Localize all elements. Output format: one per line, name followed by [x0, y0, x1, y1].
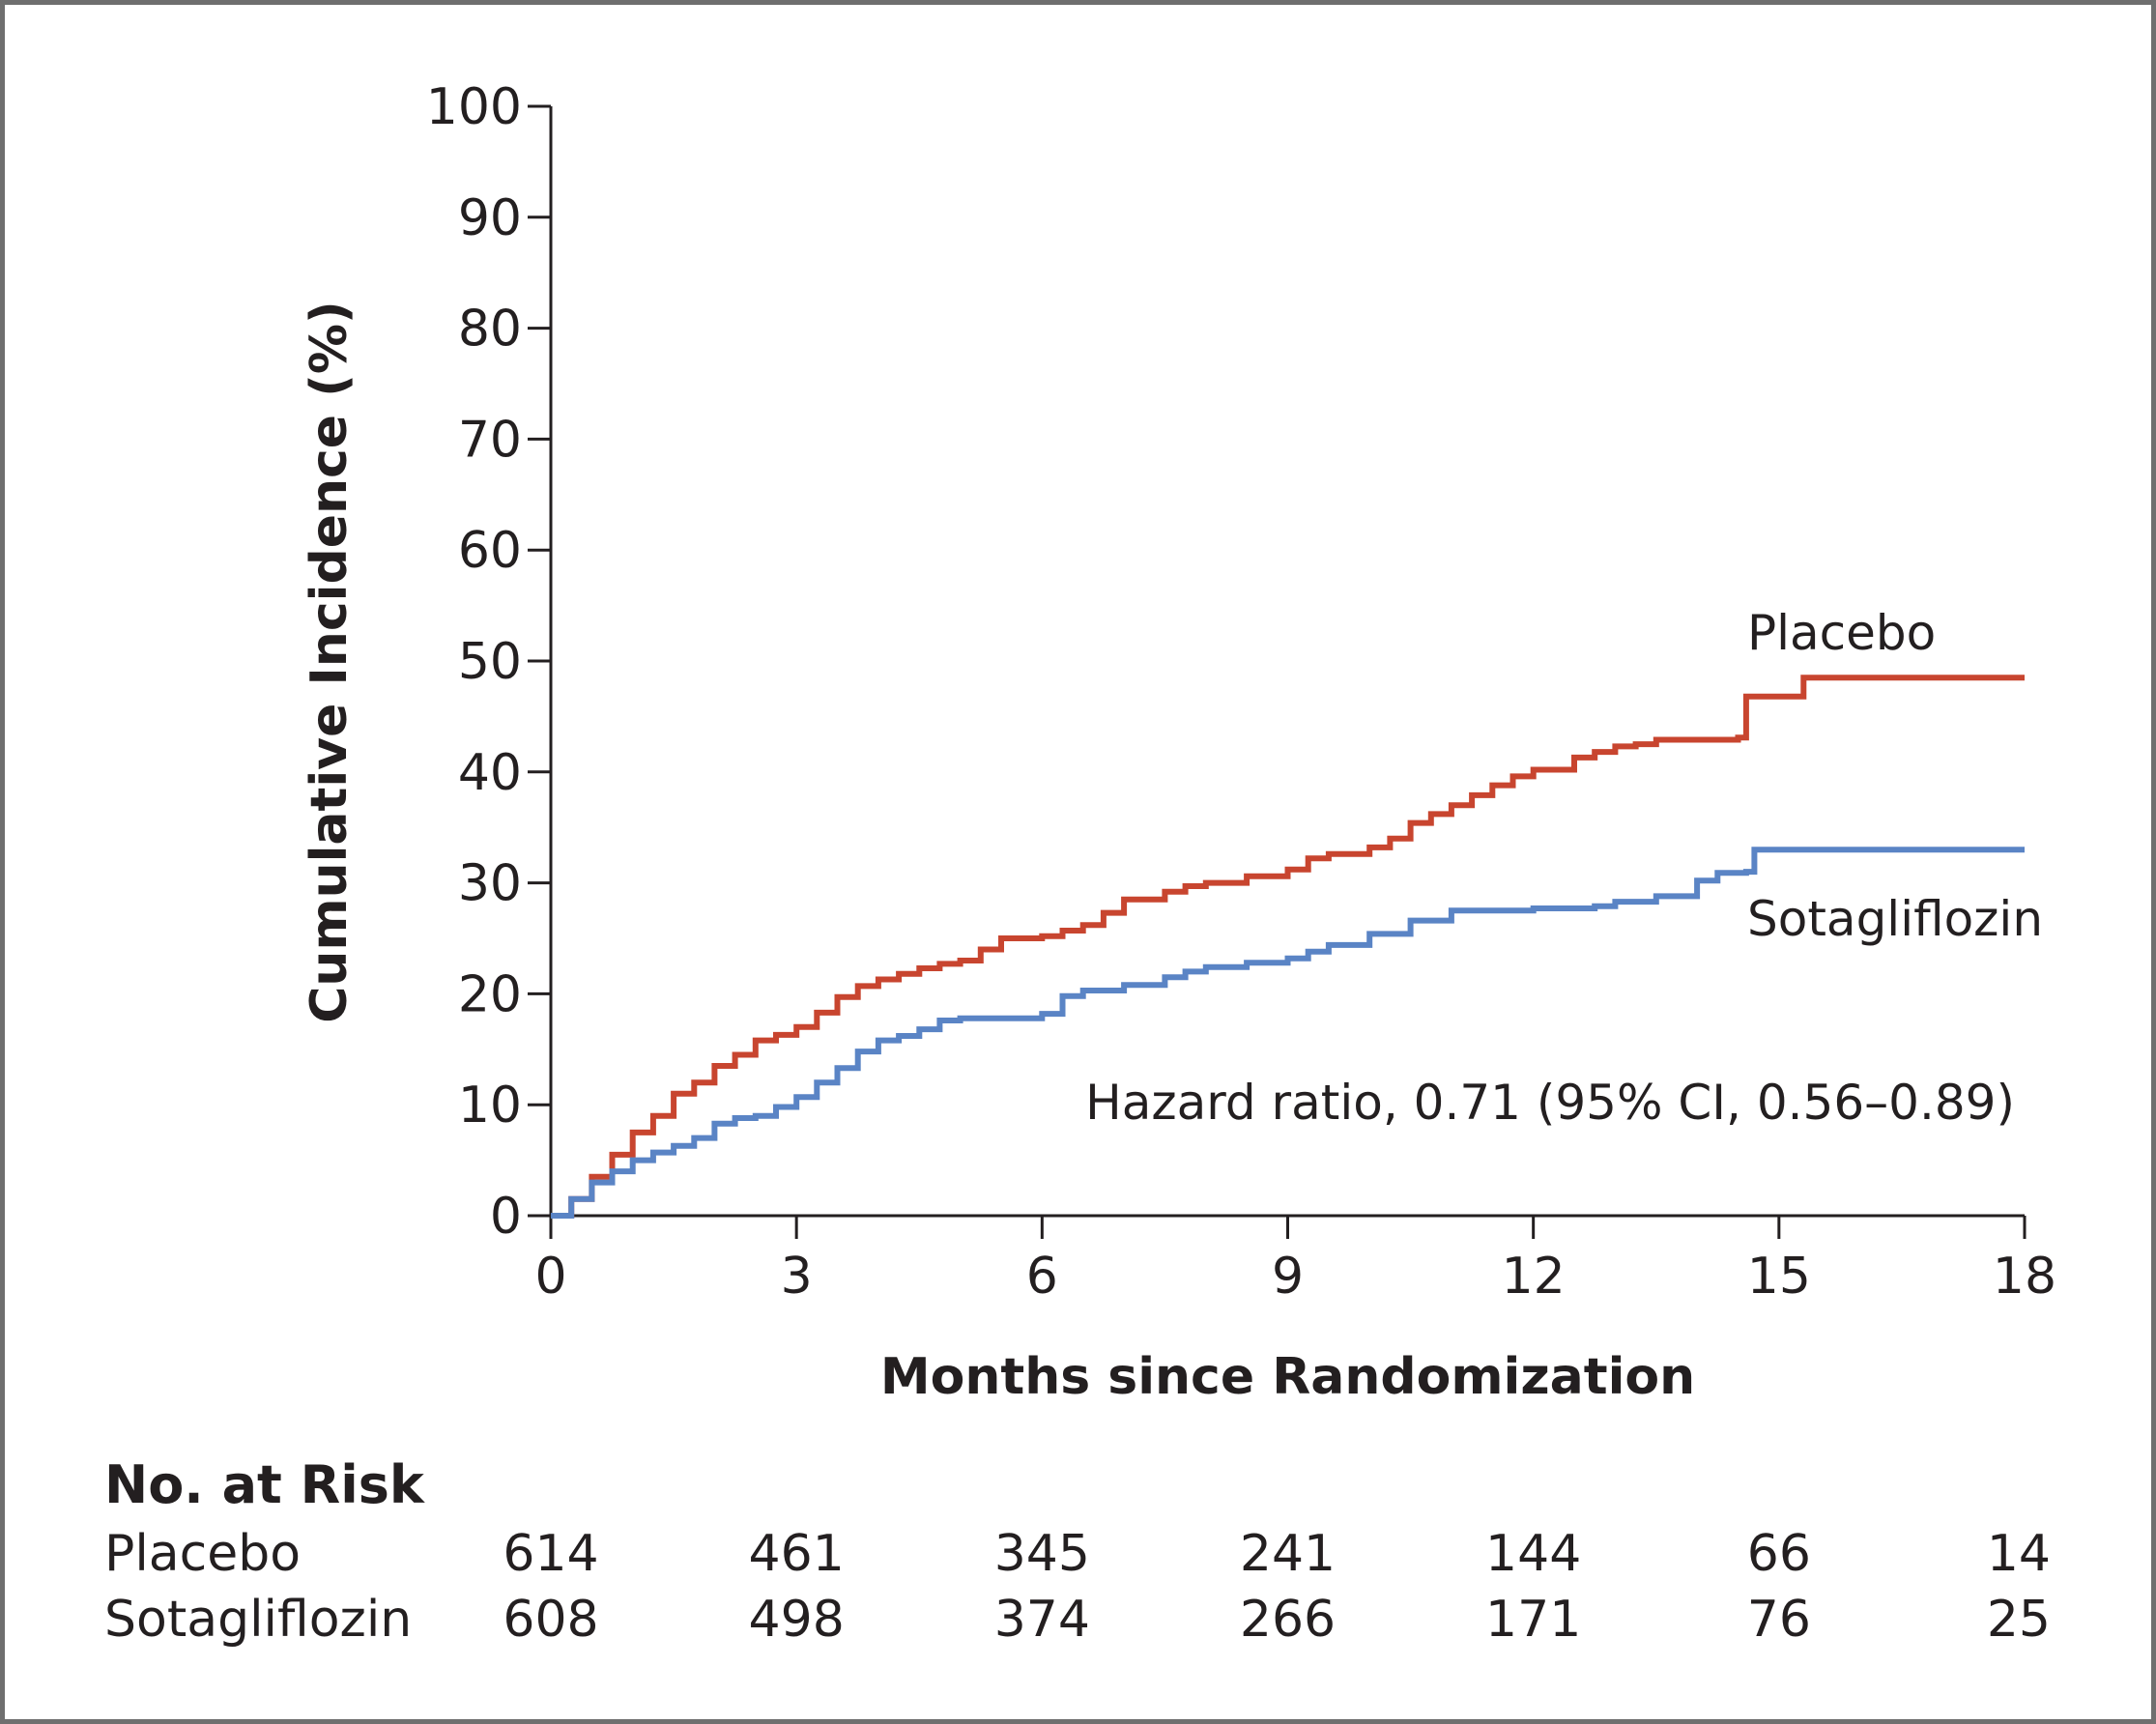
y-axis-title: Cumulative Incidence (%): [301, 301, 359, 1023]
risk-value: 14: [1987, 1525, 2051, 1583]
x-tick-label: 15: [1747, 1248, 1811, 1306]
y-tick-label: 80: [458, 301, 522, 359]
x-tick-label: 9: [1272, 1248, 1304, 1306]
y-tick-label: 60: [458, 522, 522, 580]
y-tick-label: 100: [426, 78, 522, 136]
y-tick-label: 70: [458, 411, 522, 469]
risk-value: 374: [994, 1591, 1090, 1649]
risk-value: 498: [749, 1591, 845, 1649]
y-tick-label: 10: [458, 1077, 522, 1135]
risk-value: 608: [503, 1591, 598, 1649]
risk-value: 25: [1987, 1591, 2051, 1649]
risk-table-heading: No. at Risk: [104, 1454, 425, 1515]
series-label-sotagliflozin: Sotagliflozin: [1747, 891, 2043, 947]
y-tick-label: 50: [458, 633, 522, 691]
risk-value: 345: [994, 1525, 1090, 1583]
x-tick-label: 3: [781, 1248, 813, 1306]
x-tick-label: 6: [1026, 1248, 1058, 1306]
y-tick-label: 0: [490, 1188, 522, 1246]
risk-value: 266: [1240, 1591, 1336, 1649]
y-tick-label: 30: [458, 855, 522, 913]
chart: 0 10 20 30 40 50 60 70 80 90 100 0 3 6 9 12 15 18 Months s…: [104, 78, 2056, 1649]
x-tick-label: 0: [534, 1248, 566, 1306]
series-line-placebo: [551, 675, 2025, 1219]
x-tick-label: 18: [1993, 1248, 2056, 1306]
risk-value: 461: [749, 1525, 845, 1583]
risk-value: 76: [1747, 1591, 1811, 1649]
series-line-sotagliflozin: [551, 847, 2025, 1219]
series-label-placebo: Placebo: [1747, 605, 1936, 661]
risk-value: 614: [503, 1525, 598, 1583]
risk-row-label: Placebo: [104, 1525, 301, 1583]
x-tick-label: 12: [1502, 1248, 1566, 1306]
risk-value: 171: [1485, 1591, 1581, 1649]
risk-value: 144: [1485, 1525, 1581, 1583]
risk-value: 241: [1240, 1525, 1336, 1583]
risk-value: 66: [1747, 1525, 1811, 1583]
y-tick-label: 20: [458, 965, 522, 1023]
x-axis-title: Months since Randomization: [880, 1348, 1695, 1406]
risk-row-label: Sotagliflozin: [104, 1591, 412, 1649]
hazard-ratio-annotation: Hazard ratio, 0.71 (95% CI, 0.56–0.89): [1085, 1075, 2015, 1131]
y-tick-label: 90: [458, 189, 522, 247]
y-tick-label: 40: [458, 744, 522, 802]
